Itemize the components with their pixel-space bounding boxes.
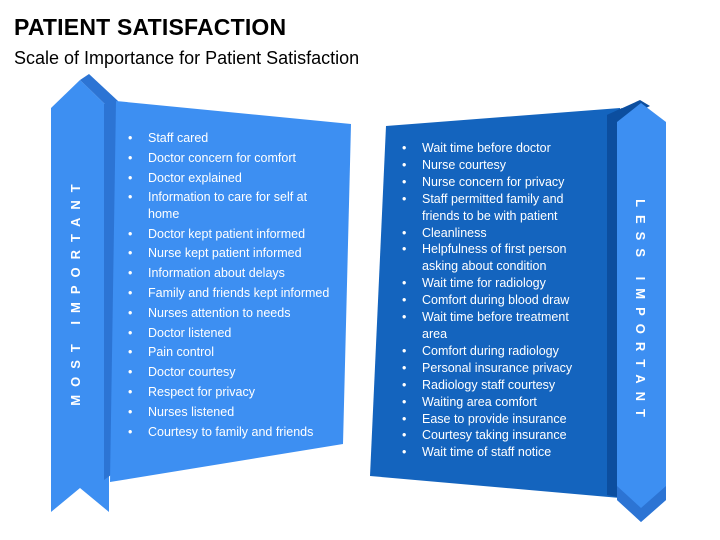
right-arrow-banner (617, 103, 666, 522)
list-item: Doctor courtesy (122, 364, 332, 381)
page-title: PATIENT SATISFACTION (14, 14, 287, 40)
list-item: Wait time before doctor (396, 140, 596, 157)
list-item: Ease to provide insurance (396, 411, 596, 428)
page-subtitle: Scale of Importance for Patient Satisfac… (14, 48, 360, 68)
list-item: Staff permitted family and friends to be… (396, 191, 596, 225)
list-item: Nurse courtesy (396, 157, 596, 174)
list-item: Nurses attention to needs (122, 305, 332, 322)
list-item: Nurse concern for privacy (396, 174, 596, 191)
list-item: Waiting area comfort (396, 394, 596, 411)
list-item: Personal insurance privacy (396, 360, 596, 377)
list-item: Nurses listened (122, 404, 332, 421)
left-arrow-banner (51, 80, 109, 512)
list-item: Courtesy taking insurance (396, 427, 596, 444)
list-item: Wait time for radiology (396, 275, 596, 292)
less-important-list: Wait time before doctor Nurse courtesy N… (396, 140, 596, 461)
list-item: Cleanliness (396, 225, 596, 242)
list-item: Staff cared (122, 130, 332, 147)
list-item: Wait time before treatment area (396, 309, 596, 343)
list-item: Doctor concern for comfort (122, 150, 332, 167)
less-important-label: LESS IMPORTANT (633, 199, 648, 425)
list-item: Helpfulness of first person asking about… (396, 241, 596, 275)
most-important-list: Staff cared Doctor concern for comfort D… (122, 130, 332, 443)
list-item: Family and friends kept informed (122, 285, 332, 302)
left-banner-fold (80, 74, 118, 108)
list-item: Information to care for self at home (122, 189, 332, 222)
list-item: Doctor explained (122, 170, 332, 187)
list-item: Comfort during radiology (396, 343, 596, 360)
list-item: Doctor listened (122, 325, 332, 342)
list-item: Nurse kept patient informed (122, 245, 332, 262)
list-item: Courtesy to family and friends (122, 424, 332, 441)
most-important-label: MOST IMPORTANT (68, 176, 83, 406)
list-item: Information about delays (122, 265, 332, 282)
list-item: Doctor kept patient informed (122, 226, 332, 243)
right-arrow-tip (617, 486, 666, 522)
list-item: Wait time of staff notice (396, 444, 596, 461)
list-item: Respect for privacy (122, 384, 332, 401)
list-item: Pain control (122, 344, 332, 361)
list-item: Comfort during blood draw (396, 292, 596, 309)
list-item: Radiology staff courtesy (396, 377, 596, 394)
